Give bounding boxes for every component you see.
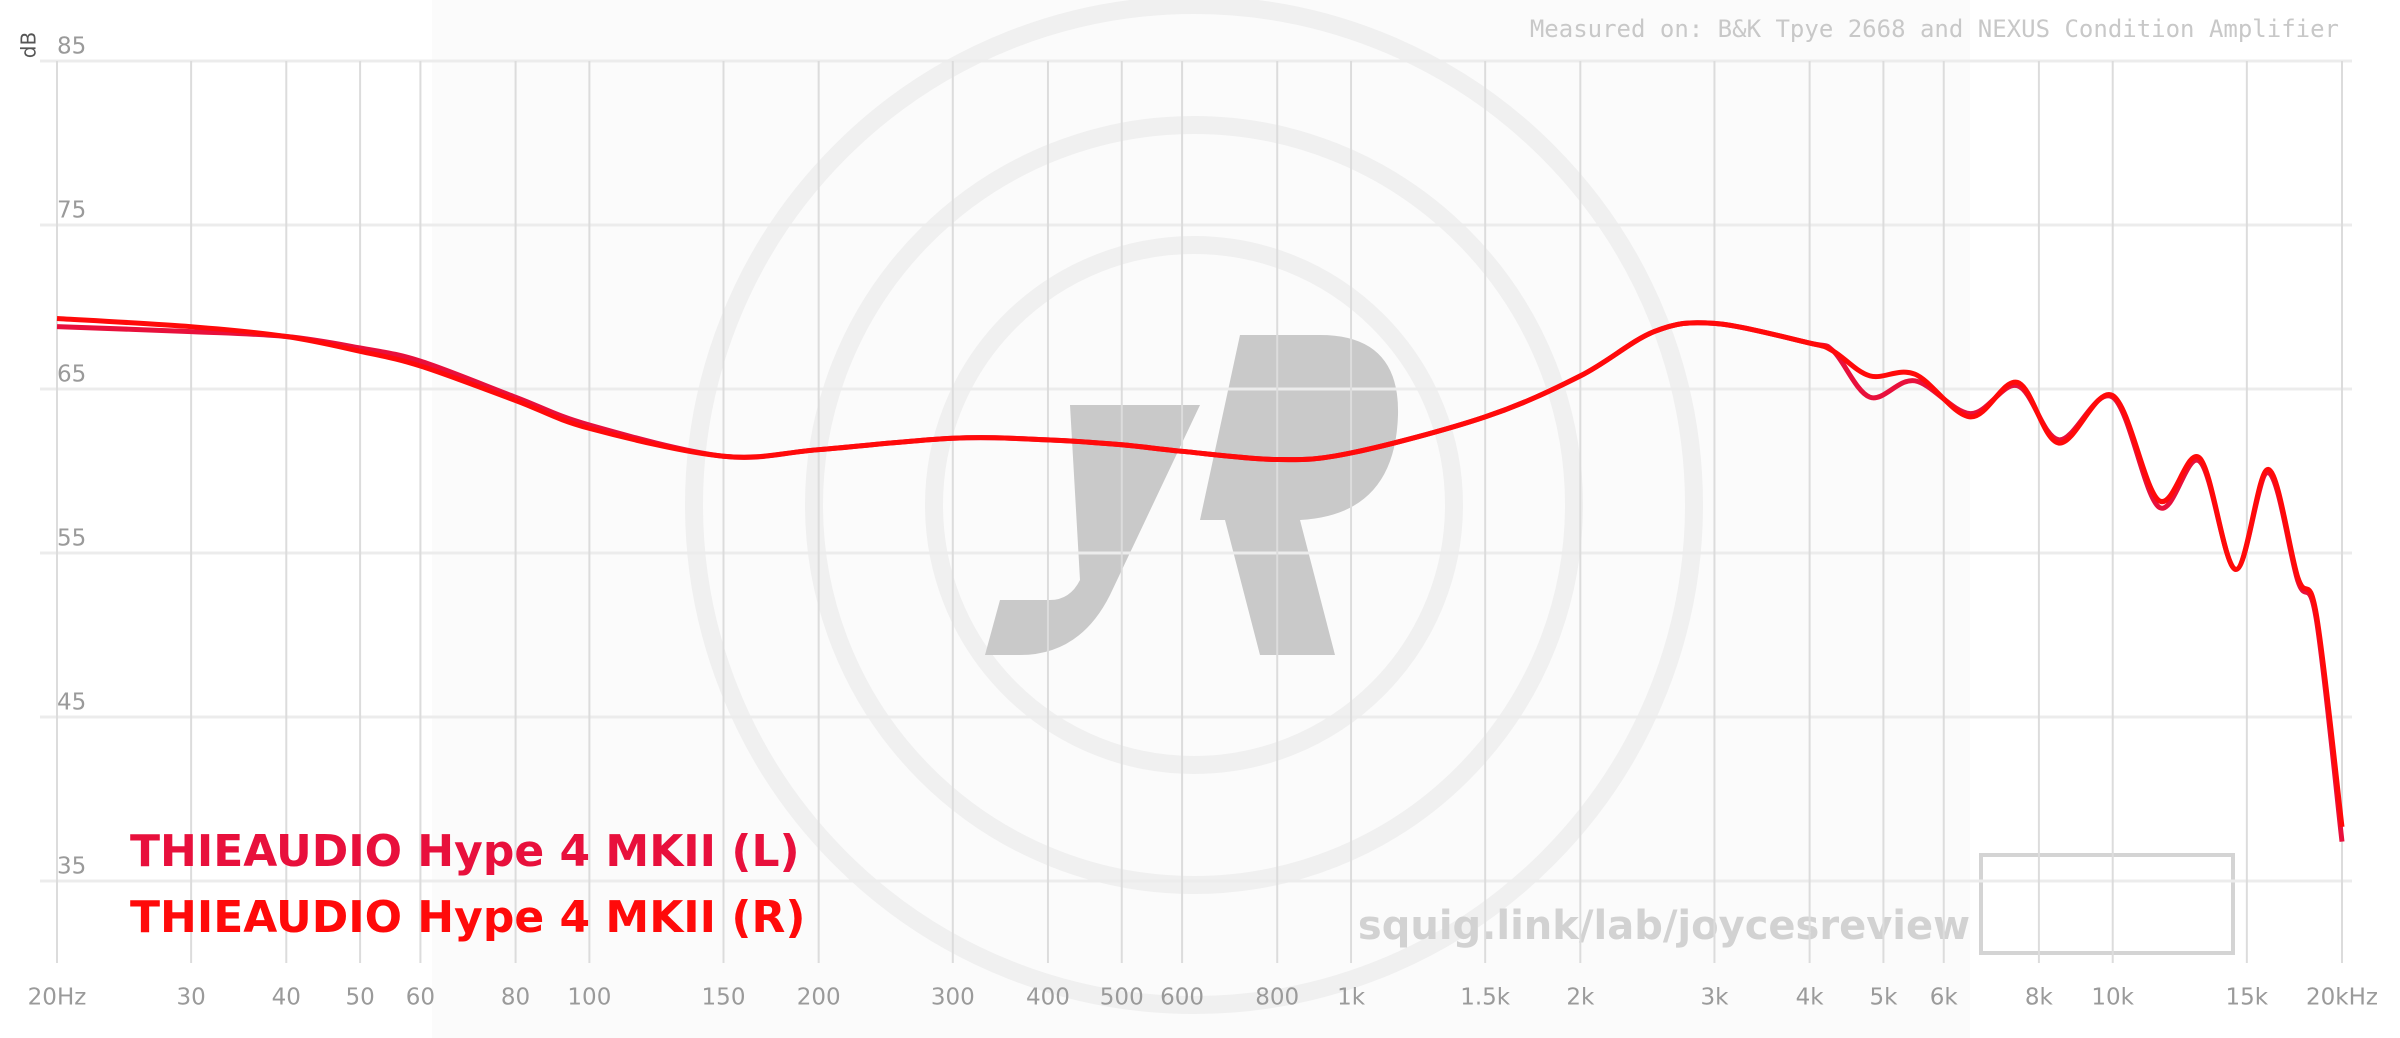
- x-tick-label: 3k: [1700, 985, 1729, 1011]
- x-tick-label: 50: [345, 985, 374, 1011]
- x-tick-label: 800: [1255, 985, 1299, 1011]
- legend-label: THIEAUDIO Hype 4 MKII (R): [130, 892, 805, 943]
- x-tick-label: 200: [797, 985, 841, 1011]
- x-tick-label: 80: [501, 985, 530, 1011]
- logo: [985, 335, 1399, 655]
- y-axis-label: dB: [17, 32, 41, 58]
- x-tick-label: 150: [702, 985, 746, 1011]
- x-tick-label: 60: [406, 985, 435, 1011]
- x-tick-label: 2k: [1566, 985, 1595, 1011]
- y-tick-label: 55: [57, 526, 86, 552]
- x-tick-label: 20kHz: [2306, 985, 2378, 1011]
- x-tick-label: 10k: [2091, 985, 2134, 1011]
- y-tick-label: 75: [57, 198, 86, 224]
- x-tick-label: 5k: [1869, 985, 1898, 1011]
- y-tick-label: 45: [57, 690, 86, 716]
- y-tick-label: 35: [57, 854, 86, 880]
- x-tick-label: 30: [176, 985, 205, 1011]
- x-tick-label: 500: [1100, 985, 1144, 1011]
- x-tick-label: 100: [567, 985, 611, 1011]
- x-tick-label: 300: [931, 985, 975, 1011]
- background-rings: [685, 0, 1703, 1014]
- x-tick-label: 4k: [1796, 985, 1825, 1011]
- x-tick-label: 400: [1026, 985, 1070, 1011]
- logo-box: [1979, 853, 2235, 955]
- legend-label: THIEAUDIO Hype 4 MKII (L): [130, 826, 800, 877]
- x-tick-label: 1k: [1337, 985, 1366, 1011]
- watermark: squig.link/lab/joycesreview: [1358, 903, 1970, 949]
- x-tick-label: 1.5k: [1460, 985, 1511, 1011]
- y-tick-label: 65: [57, 362, 86, 388]
- x-tick-label: 6k: [1930, 985, 1959, 1011]
- x-tick-label: 8k: [2025, 985, 2054, 1011]
- series-line: [56, 315, 2345, 828]
- x-tick-label: 15k: [2226, 985, 2269, 1011]
- annotation: Measured on: B&K Tpye 2668 and NEXUS Con…: [1530, 15, 2339, 43]
- y-tick-label: 85: [57, 34, 86, 60]
- x-tick-label: 20Hz: [28, 985, 87, 1011]
- x-tick-label: 40: [272, 985, 301, 1011]
- x-tick-label: 600: [1160, 985, 1204, 1011]
